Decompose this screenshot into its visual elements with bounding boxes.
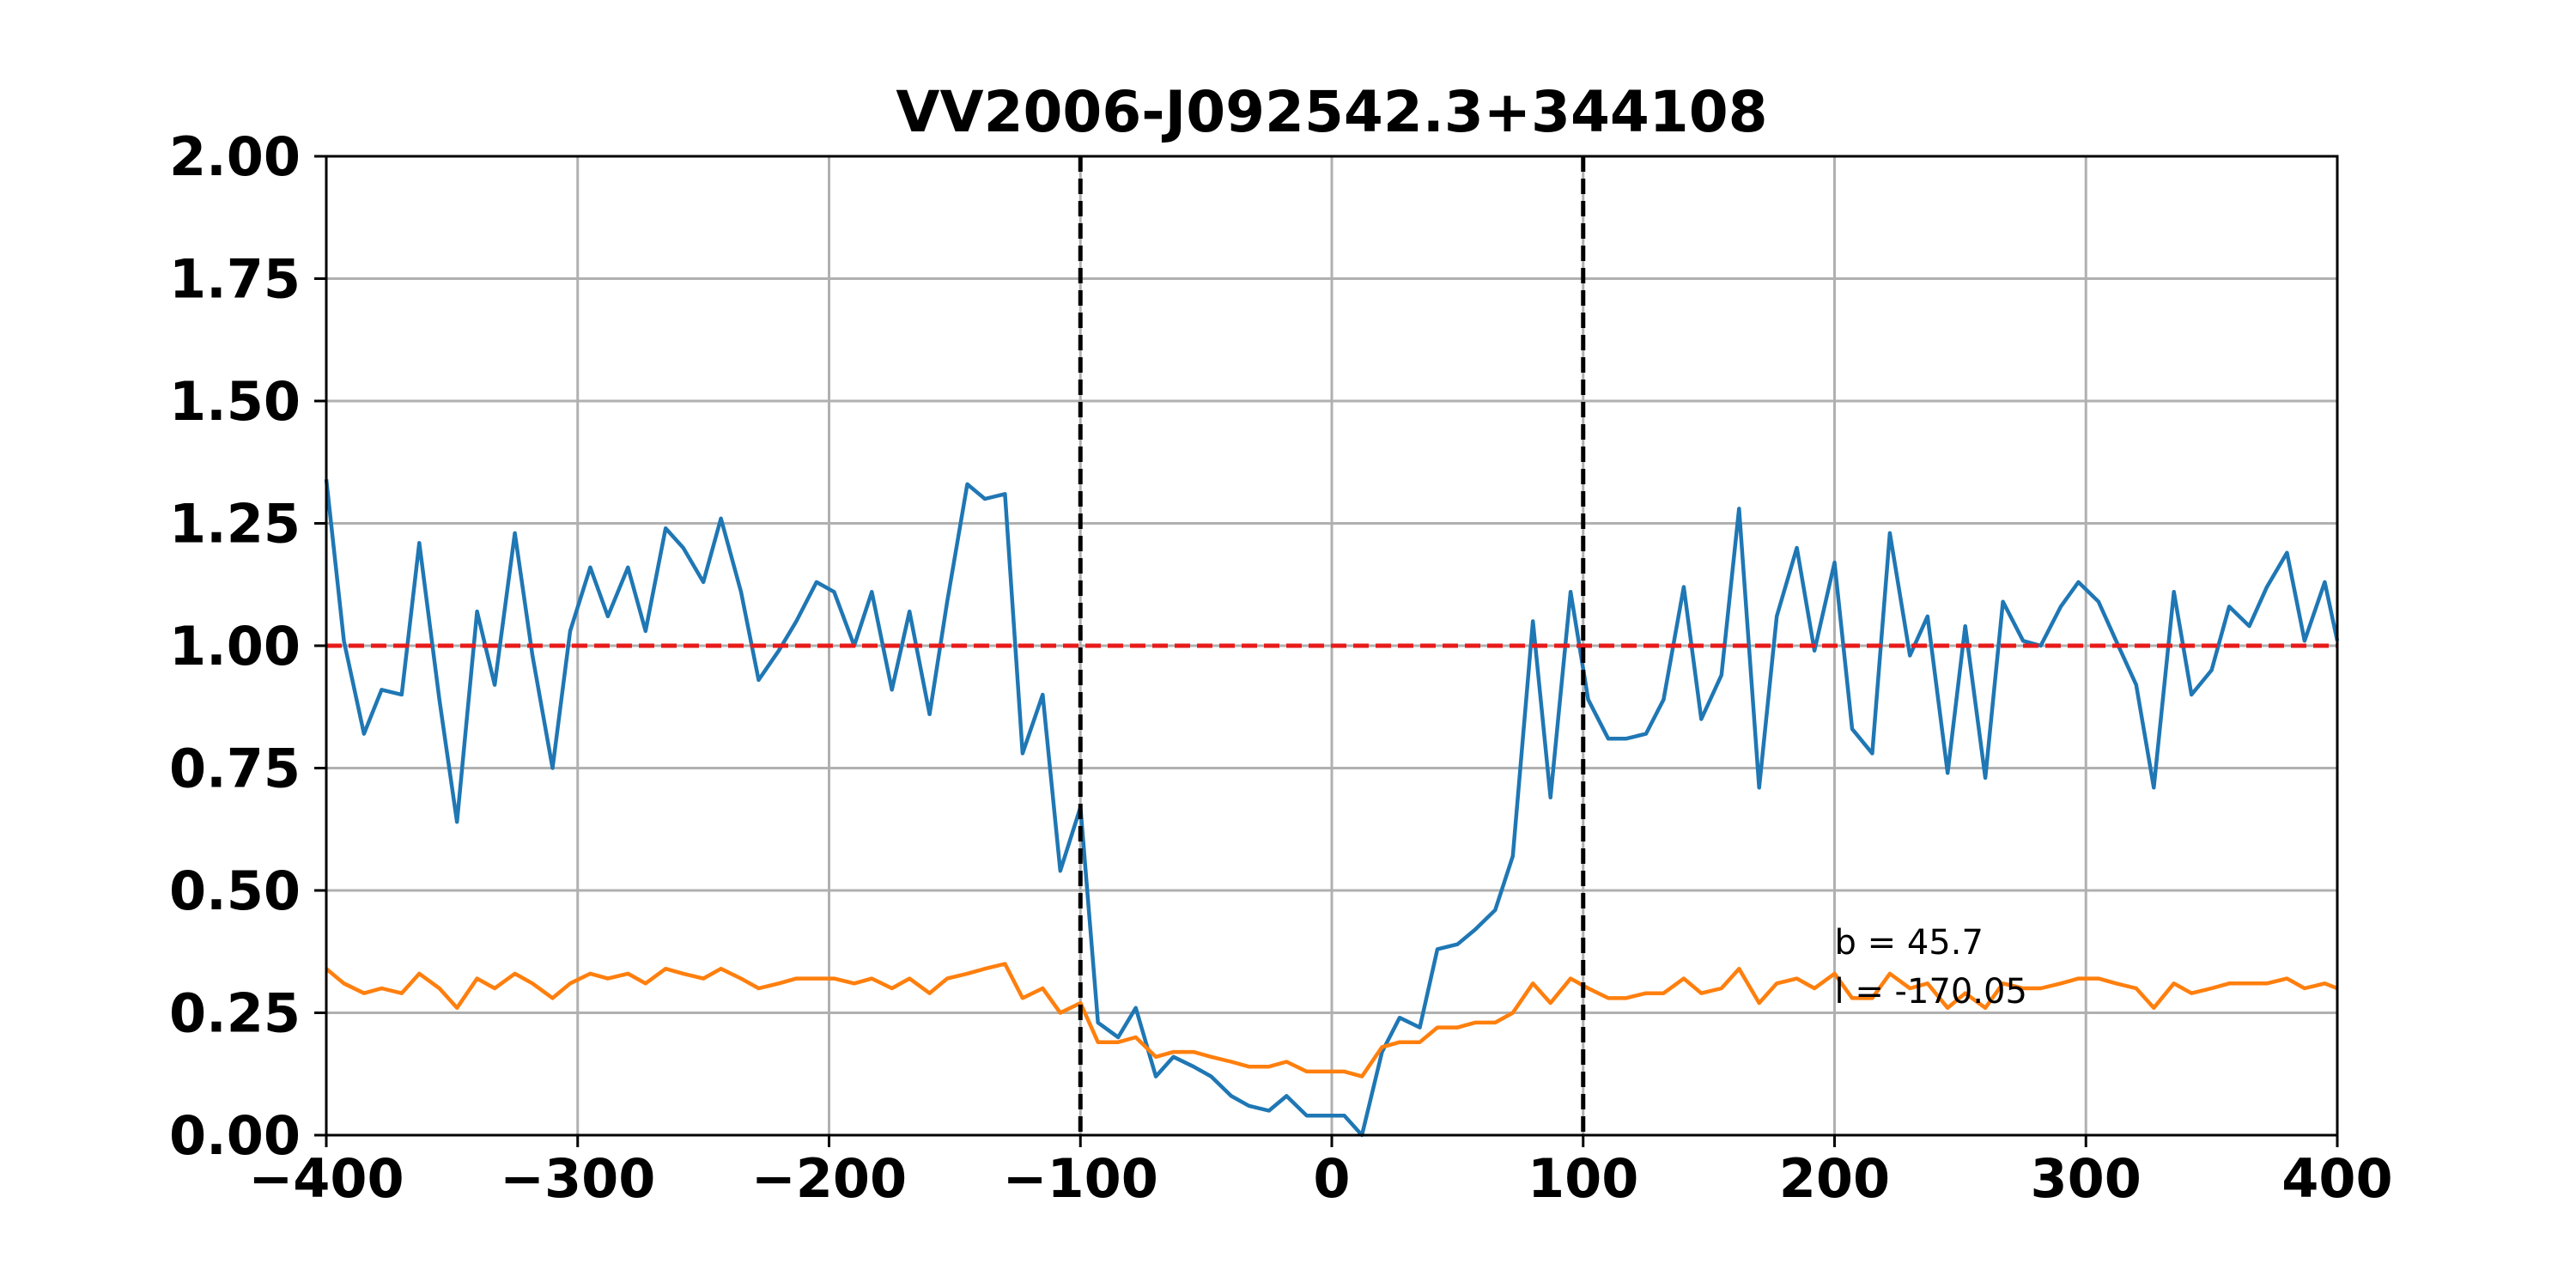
y-tick-label: 0.50 <box>169 860 301 922</box>
series-lines <box>324 478 2340 1138</box>
x-tick-label: 300 <box>2031 1147 2142 1210</box>
x-tick-label: −300 <box>500 1147 655 1210</box>
x-tick-label: 200 <box>1779 1147 1890 1210</box>
reference-lines <box>326 156 2337 1135</box>
y-tick-label: 1.50 <box>169 370 301 433</box>
y-tick-label: 0.00 <box>169 1104 301 1167</box>
annotation-text: b = 45.7 <box>1835 923 1984 963</box>
chart-title: VV2006-J092542.3+344108 <box>896 79 1767 145</box>
annotation-text: l = -170.05 <box>1835 972 2027 1012</box>
x-tick-label: −200 <box>751 1147 907 1210</box>
series-line-1 <box>324 478 2340 1138</box>
y-tick-label: 1.25 <box>169 493 301 556</box>
y-tick-label: 0.25 <box>169 982 301 1045</box>
x-tick-label: 0 <box>1313 1147 1350 1210</box>
axis-ticks <box>314 155 2339 1147</box>
tick-labels: −400 −300 −200 −100 0 100 200 300 400 0.00 0.25 0.5… <box>169 125 2393 1210</box>
y-tick-label: 2.00 <box>169 125 301 188</box>
annotations: b = 45.7 l = -170.05 <box>1835 923 2027 1012</box>
x-tick-label: −400 <box>248 1147 404 1210</box>
x-tick-label: −100 <box>1003 1147 1158 1210</box>
series-line-2 <box>325 962 2338 1078</box>
y-tick-label: 1.75 <box>169 248 301 311</box>
y-tick-label: 0.75 <box>169 738 301 800</box>
x-tick-label: 100 <box>1528 1147 1638 1210</box>
y-tick-label: 1.00 <box>169 615 301 677</box>
x-tick-label: 400 <box>2281 1147 2392 1210</box>
